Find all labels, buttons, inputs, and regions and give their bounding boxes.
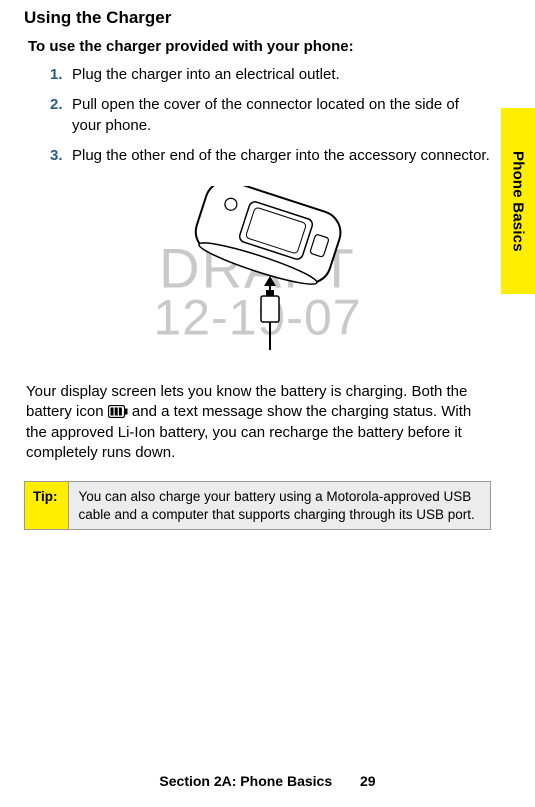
- step-list: 1. Plug the charger into an electrical o…: [24, 65, 491, 166]
- illustration-wrapper: DRAFT 12-19-07: [24, 186, 491, 366]
- connector-arrow-icon: [261, 276, 279, 350]
- footer-section: Section 2A: Phone Basics: [159, 773, 332, 789]
- step-item: 3. Plug the other end of the charger int…: [50, 146, 491, 166]
- tip-label: Tip:: [25, 482, 69, 529]
- page-heading: Using the Charger: [24, 8, 491, 28]
- side-tab-label: Phone Basics: [510, 151, 527, 252]
- sub-heading: To use the charger provided with your ph…: [28, 38, 491, 55]
- tip-box: Tip: You can also charge your battery us…: [24, 481, 491, 530]
- side-tab: Phone Basics: [501, 108, 535, 294]
- page-footer: Section 2A: Phone Basics 29: [0, 773, 535, 789]
- body-paragraph: Your display screen lets you know the ba…: [26, 382, 489, 463]
- step-text: Pull open the cover of the connector loc…: [72, 96, 459, 133]
- step-text: Plug the other end of the charger into t…: [72, 147, 490, 164]
- footer-page-number: 29: [360, 773, 376, 789]
- step-number: 2.: [50, 95, 63, 115]
- step-text: Plug the charger into an electrical outl…: [72, 66, 340, 83]
- battery-icon: [108, 405, 128, 418]
- step-item: 2. Pull open the cover of the connector …: [50, 95, 491, 136]
- tip-text: You can also charge your battery using a…: [69, 482, 491, 529]
- page: Phone Basics Using the Charger To use th…: [0, 0, 535, 807]
- step-item: 1. Plug the charger into an electrical o…: [50, 65, 491, 85]
- step-number: 1.: [50, 65, 63, 85]
- phone-illustration-icon: [163, 186, 353, 356]
- step-number: 3.: [50, 146, 63, 166]
